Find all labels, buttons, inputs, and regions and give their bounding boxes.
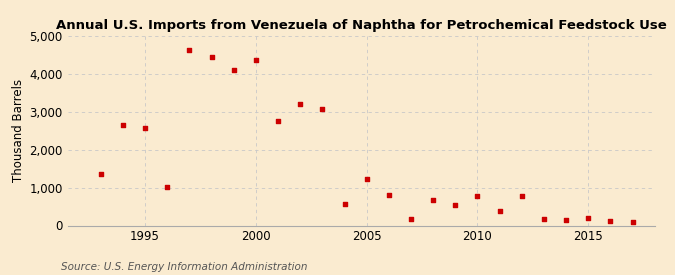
Point — [561, 218, 572, 222]
Point — [295, 102, 306, 106]
Text: Source: U.S. Energy Information Administration: Source: U.S. Energy Information Administ… — [61, 262, 307, 272]
Point — [450, 203, 461, 207]
Point — [317, 106, 328, 111]
Point — [228, 68, 239, 72]
Point — [627, 219, 638, 224]
Point — [140, 126, 151, 130]
Point — [206, 54, 217, 59]
Point — [494, 209, 505, 213]
Point — [583, 216, 594, 220]
Point — [273, 119, 284, 123]
Point — [406, 217, 416, 221]
Point — [339, 202, 350, 207]
Point — [516, 194, 527, 198]
Title: Annual U.S. Imports from Venezuela of Naphtha for Petrochemical Feedstock Use: Annual U.S. Imports from Venezuela of Na… — [56, 19, 666, 32]
Point — [117, 123, 128, 127]
Point — [361, 177, 372, 182]
Point — [184, 48, 195, 52]
Point — [472, 194, 483, 198]
Point — [250, 58, 261, 63]
Y-axis label: Thousand Barrels: Thousand Barrels — [12, 79, 25, 182]
Point — [605, 219, 616, 223]
Point — [539, 217, 549, 221]
Point — [383, 193, 394, 197]
Point — [95, 172, 106, 177]
Point — [428, 198, 439, 203]
Point — [162, 185, 173, 189]
